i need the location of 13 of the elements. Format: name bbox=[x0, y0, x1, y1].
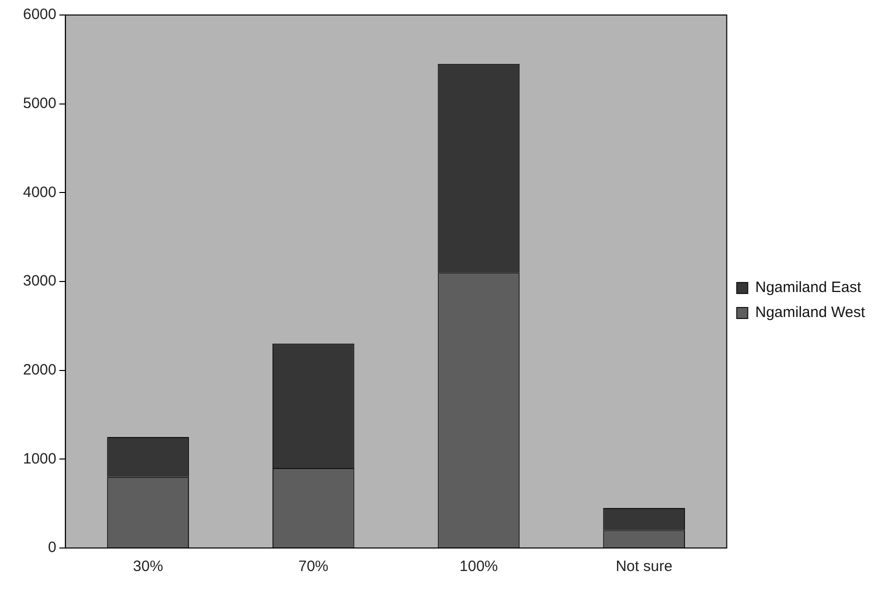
y-tick-label: 3000 bbox=[22, 272, 56, 290]
x-tick-label: Not sure bbox=[616, 558, 672, 576]
y-tick-label: 1000 bbox=[22, 450, 56, 468]
y-tick-label: 5000 bbox=[22, 94, 56, 112]
legend-label: Ngamiland East bbox=[755, 279, 862, 296]
x-tick-label: 30% bbox=[133, 558, 164, 576]
y-tick-label: 0 bbox=[48, 539, 56, 556]
y-tick-label: 6000 bbox=[22, 6, 56, 24]
legend-label: Ngamiland West bbox=[755, 304, 866, 322]
x-tick-label: 70% bbox=[298, 558, 328, 576]
y-tick-label: 4000 bbox=[22, 184, 56, 201]
x-tick-label: 100% bbox=[460, 558, 498, 576]
y-tick-label: 2000 bbox=[22, 361, 56, 378]
